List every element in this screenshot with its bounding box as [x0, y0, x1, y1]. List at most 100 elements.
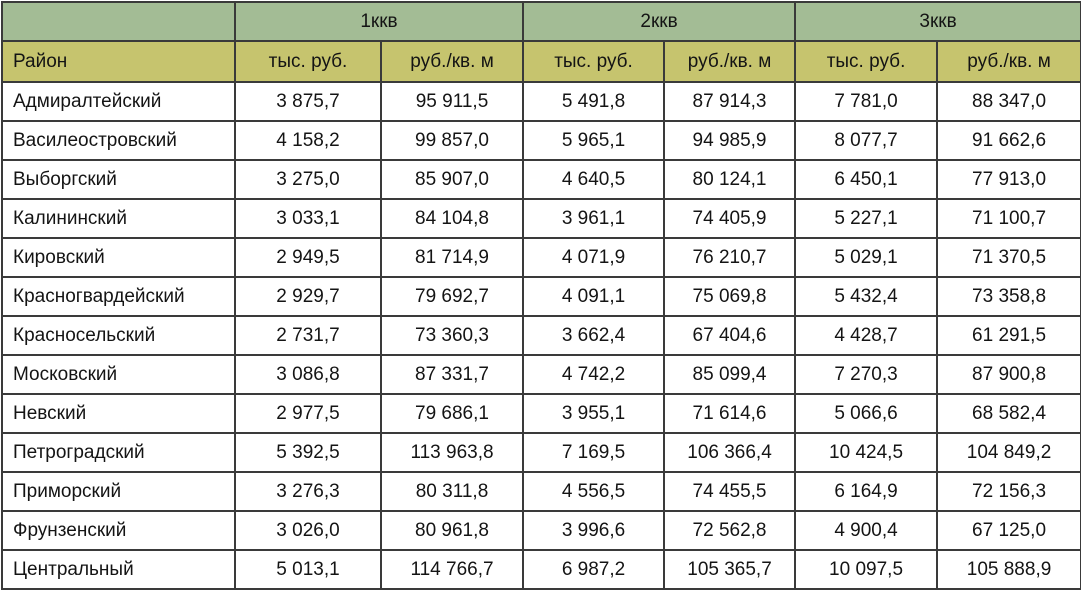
unit-header-row: Район тыс. руб. руб./кв. м тыс. руб. руб… [1, 40, 1081, 83]
district-name-cell: Центральный [1, 549, 236, 590]
district-name-cell: Калининский [1, 198, 236, 239]
value-cell-1kkv-rub-per-sqm: 99 857,0 [379, 120, 525, 161]
value-cell-3kkv-thous-rub: 5 227,1 [794, 198, 939, 239]
value-cell-3kkv-rub-per-sqm: 67 125,0 [936, 510, 1081, 551]
value-cell-1kkv-rub-per-sqm: 113 963,8 [379, 432, 525, 473]
value-cell-1kkv-rub-per-sqm: 84 104,8 [379, 198, 525, 239]
unit-header-2kkv-rub-per-sqm: руб./кв. м [663, 40, 797, 83]
value-cell-3kkv-thous-rub: 10 424,5 [794, 432, 939, 473]
value-cell-3kkv-thous-rub: 7 781,0 [794, 81, 939, 122]
district-name-cell: Фрунзенский [1, 510, 236, 551]
value-cell-2kkv-rub-per-sqm: 74 405,9 [663, 198, 797, 239]
district-name-cell: Невский [1, 393, 236, 434]
value-cell-2kkv-thous-rub: 4 640,5 [522, 159, 666, 200]
value-cell-2kkv-thous-rub: 4 556,5 [522, 471, 666, 512]
value-cell-3kkv-rub-per-sqm: 91 662,6 [936, 120, 1081, 161]
value-cell-3kkv-thous-rub: 8 077,7 [794, 120, 939, 161]
value-cell-2kkv-thous-rub: 3 996,6 [522, 510, 666, 551]
value-cell-1kkv-thous-rub: 3 033,1 [234, 198, 382, 239]
value-cell-1kkv-rub-per-sqm: 87 331,7 [379, 354, 525, 395]
value-cell-2kkv-thous-rub: 4 071,9 [522, 237, 666, 278]
value-cell-2kkv-thous-rub: 3 662,4 [522, 315, 666, 356]
value-cell-3kkv-thous-rub: 4 428,7 [794, 315, 939, 356]
value-cell-2kkv-thous-rub: 3 955,1 [522, 393, 666, 434]
table-row: Выборгский 3 275,0 85 907,0 4 640,5 80 1… [1, 159, 1081, 200]
table-row: Петроградский 5 392,5 113 963,8 7 169,5 … [1, 432, 1081, 473]
value-cell-3kkv-thous-rub: 10 097,5 [794, 549, 939, 590]
value-cell-2kkv-thous-rub: 6 987,2 [522, 549, 666, 590]
value-cell-1kkv-rub-per-sqm: 80 311,8 [379, 471, 525, 512]
table-row: Центральный 5 013,1 114 766,7 6 987,2 10… [1, 549, 1081, 590]
value-cell-1kkv-thous-rub: 2 929,7 [234, 276, 382, 317]
value-cell-1kkv-thous-rub: 3 026,0 [234, 510, 382, 551]
value-cell-3kkv-rub-per-sqm: 68 582,4 [936, 393, 1081, 434]
value-cell-3kkv-thous-rub: 5 432,4 [794, 276, 939, 317]
district-name-cell: Красносельский [1, 315, 236, 356]
value-cell-1kkv-thous-rub: 2 977,5 [234, 393, 382, 434]
table-row: Василеостровский 4 158,2 99 857,0 5 965,… [1, 120, 1081, 161]
table-row: Красногвардейский 2 929,7 79 692,7 4 091… [1, 276, 1081, 317]
value-cell-1kkv-rub-per-sqm: 79 686,1 [379, 393, 525, 434]
value-cell-2kkv-thous-rub: 5 491,8 [522, 81, 666, 122]
value-cell-3kkv-thous-rub: 5 066,6 [794, 393, 939, 434]
value-cell-3kkv-rub-per-sqm: 72 156,3 [936, 471, 1081, 512]
value-cell-1kkv-rub-per-sqm: 80 961,8 [379, 510, 525, 551]
value-cell-2kkv-rub-per-sqm: 76 210,7 [663, 237, 797, 278]
value-cell-2kkv-rub-per-sqm: 94 985,9 [663, 120, 797, 161]
value-cell-2kkv-thous-rub: 4 742,2 [522, 354, 666, 395]
unit-header-1kkv-thous-rub: тыс. руб. [234, 40, 382, 83]
value-cell-3kkv-rub-per-sqm: 71 100,7 [936, 198, 1081, 239]
table-row: Адмиралтейский 3 875,7 95 911,5 5 491,8 … [1, 81, 1081, 122]
value-cell-2kkv-thous-rub: 7 169,5 [522, 432, 666, 473]
value-cell-1kkv-thous-rub: 5 392,5 [234, 432, 382, 473]
value-cell-2kkv-rub-per-sqm: 105 365,7 [663, 549, 797, 590]
value-cell-1kkv-thous-rub: 3 275,0 [234, 159, 382, 200]
value-cell-3kkv-rub-per-sqm: 104 849,2 [936, 432, 1081, 473]
district-name-cell: Кировский [1, 237, 236, 278]
value-cell-1kkv-thous-rub: 4 158,2 [234, 120, 382, 161]
value-cell-3kkv-thous-rub: 7 270,3 [794, 354, 939, 395]
value-cell-1kkv-rub-per-sqm: 114 766,7 [379, 549, 525, 590]
value-cell-2kkv-rub-per-sqm: 67 404,6 [663, 315, 797, 356]
value-cell-2kkv-rub-per-sqm: 74 455,5 [663, 471, 797, 512]
district-name-cell: Приморский [1, 471, 236, 512]
value-cell-3kkv-rub-per-sqm: 73 358,8 [936, 276, 1081, 317]
table-row: Калининский 3 033,1 84 104,8 3 961,1 74 … [1, 198, 1081, 239]
value-cell-3kkv-rub-per-sqm: 105 888,9 [936, 549, 1081, 590]
quarter-header-3kkv: 3ккв [794, 1, 1081, 42]
district-name-cell: Адмиралтейский [1, 81, 236, 122]
value-cell-1kkv-thous-rub: 2 949,5 [234, 237, 382, 278]
value-cell-2kkv-rub-per-sqm: 71 614,6 [663, 393, 797, 434]
table-row: Приморский 3 276,3 80 311,8 4 556,5 74 4… [1, 471, 1081, 512]
value-cell-1kkv-rub-per-sqm: 95 911,5 [379, 81, 525, 122]
table-row: Фрунзенский 3 026,0 80 961,8 3 996,6 72 … [1, 510, 1081, 551]
corner-cell [1, 1, 236, 42]
value-cell-1kkv-thous-rub: 3 276,3 [234, 471, 382, 512]
table-body: Адмиралтейский 3 875,7 95 911,5 5 491,8 … [1, 81, 1081, 590]
quarter-header-row: 1ккв 2ккв 3ккв [1, 1, 1081, 42]
district-name-cell: Василеостровский [1, 120, 236, 161]
value-cell-3kkv-rub-per-sqm: 88 347,0 [936, 81, 1081, 122]
value-cell-1kkv-rub-per-sqm: 85 907,0 [379, 159, 525, 200]
quarter-header-2kkv: 2ккв [522, 1, 797, 42]
value-cell-2kkv-thous-rub: 5 965,1 [522, 120, 666, 161]
value-cell-3kkv-rub-per-sqm: 77 913,0 [936, 159, 1081, 200]
table-row: Красносельский 2 731,7 73 360,3 3 662,4 … [1, 315, 1081, 356]
district-column-header: Район [1, 40, 236, 83]
value-cell-2kkv-rub-per-sqm: 106 366,4 [663, 432, 797, 473]
value-cell-1kkv-rub-per-sqm: 81 714,9 [379, 237, 525, 278]
value-cell-1kkv-rub-per-sqm: 79 692,7 [379, 276, 525, 317]
table-row: Кировский 2 949,5 81 714,9 4 071,9 76 21… [1, 237, 1081, 278]
district-name-cell: Московский [1, 354, 236, 395]
value-cell-2kkv-rub-per-sqm: 75 069,8 [663, 276, 797, 317]
value-cell-1kkv-thous-rub: 5 013,1 [234, 549, 382, 590]
value-cell-2kkv-rub-per-sqm: 87 914,3 [663, 81, 797, 122]
value-cell-3kkv-thous-rub: 6 164,9 [794, 471, 939, 512]
value-cell-3kkv-thous-rub: 5 029,1 [794, 237, 939, 278]
value-cell-3kkv-thous-rub: 4 900,4 [794, 510, 939, 551]
unit-header-3kkv-thous-rub: тыс. руб. [794, 40, 939, 83]
value-cell-1kkv-thous-rub: 3 086,8 [234, 354, 382, 395]
value-cell-2kkv-thous-rub: 4 091,1 [522, 276, 666, 317]
value-cell-3kkv-rub-per-sqm: 71 370,5 [936, 237, 1081, 278]
